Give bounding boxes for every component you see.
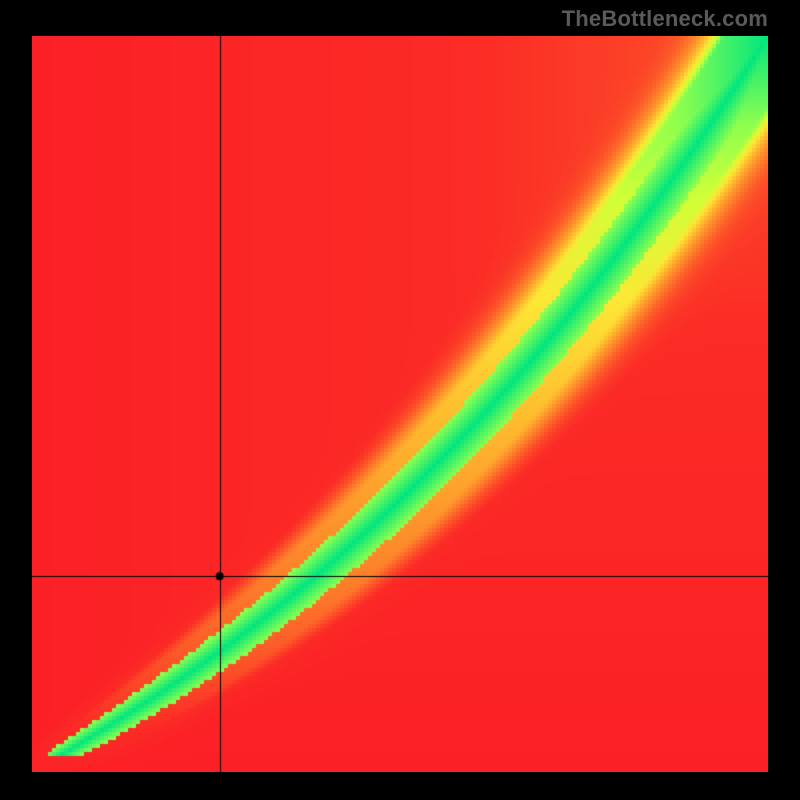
watermark-text: TheBottleneck.com [562,6,768,32]
bottleneck-heatmap [32,36,768,772]
